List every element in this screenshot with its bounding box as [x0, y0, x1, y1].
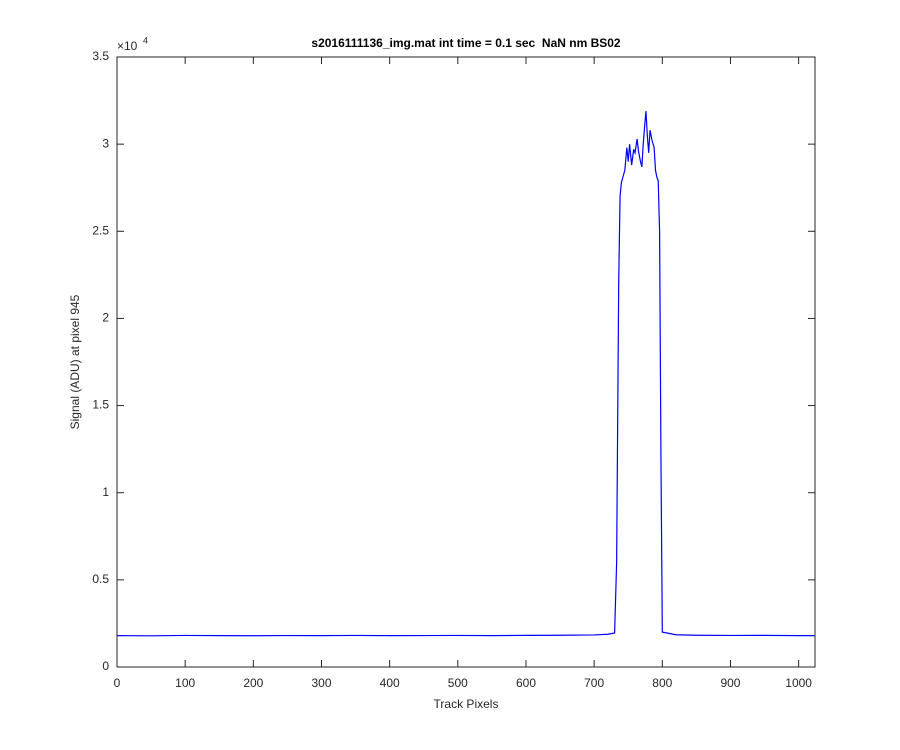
- y-tick-label: 2.5: [92, 223, 109, 237]
- x-tick-label: 200: [243, 676, 263, 690]
- chart-title: s2016111136_img.mat int time = 0.1 sec N…: [311, 36, 621, 50]
- y-tick-label: 3: [102, 136, 109, 150]
- y-tick-label: 1.5: [92, 398, 109, 412]
- x-tick-label: 300: [311, 676, 331, 690]
- x-tick-label: 500: [448, 676, 468, 690]
- y-multiplier-base: ×10: [117, 39, 138, 53]
- y-tick-label: 0.5: [92, 572, 109, 586]
- x-tick-label: 700: [584, 676, 604, 690]
- y-multiplier-exponent: 4: [143, 35, 148, 45]
- x-tick-label: 100: [175, 676, 195, 690]
- x-axis-label: Track Pixels: [434, 697, 499, 711]
- axes-box: [116, 56, 816, 668]
- y-tick-label: 0: [102, 659, 109, 673]
- x-tick-label: 0: [114, 676, 121, 690]
- y-axis-label: Signal (ADU) at pixel 945: [68, 294, 82, 429]
- x-tick-label: 600: [516, 676, 536, 690]
- x-tick-label: 1000: [785, 676, 812, 690]
- y-tick-label: 3.5: [92, 49, 109, 63]
- x-tick-label: 900: [720, 676, 740, 690]
- x-tick-label: 800: [652, 676, 672, 690]
- x-tick-label: 400: [380, 676, 400, 690]
- data-line: [116, 110, 815, 637]
- y-tick-label: 1: [102, 485, 109, 499]
- y-tick-label: 2: [102, 311, 109, 325]
